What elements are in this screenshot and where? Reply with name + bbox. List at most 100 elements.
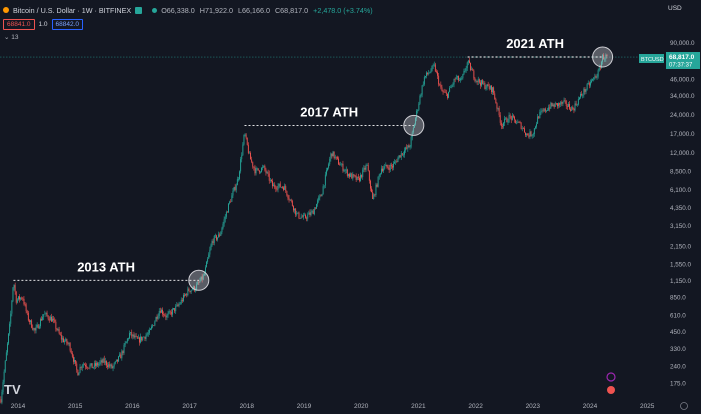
candle-body	[498, 107, 500, 116]
candle-body	[70, 350, 72, 354]
x-tick-label: 2025	[640, 403, 655, 410]
price-tag-price: 68,817.0	[669, 54, 695, 61]
candle-body	[16, 299, 18, 303]
candle-body	[32, 327, 34, 330]
candle-body	[336, 157, 338, 159]
candle-body	[285, 186, 287, 191]
candle-body	[4, 360, 6, 372]
candle-body	[114, 361, 116, 364]
candle-body	[380, 168, 382, 174]
candle-body	[465, 67, 467, 71]
ath-highlight-circle	[592, 46, 614, 68]
x-tick-label: 2023	[526, 403, 541, 410]
candle-body	[430, 70, 432, 73]
candle-body	[461, 78, 463, 79]
candle-body	[427, 72, 429, 75]
candle-body	[289, 199, 291, 201]
candle-body	[246, 137, 248, 145]
candle-body	[267, 172, 269, 174]
candle-body	[366, 165, 368, 166]
candle-body	[509, 115, 511, 117]
candle-body	[126, 338, 128, 342]
candle-body	[505, 118, 507, 119]
candle-body	[132, 334, 134, 337]
candle-body	[211, 241, 213, 246]
candle-body	[224, 216, 226, 220]
x-tick-label: 2016	[125, 403, 140, 410]
candle-body	[497, 107, 499, 109]
candle-body	[515, 119, 517, 124]
candle-body	[471, 69, 473, 71]
candle-body	[593, 77, 595, 80]
currency-label[interactable]: USD	[668, 5, 682, 12]
y-tick-label: 850.0	[670, 294, 686, 301]
candle-body	[14, 285, 16, 292]
candle-body	[537, 116, 539, 124]
low-value: L66,166.0	[237, 5, 270, 15]
candle-body	[393, 163, 394, 168]
candle-body	[443, 91, 445, 93]
candle-body	[22, 298, 24, 300]
candle-body	[317, 200, 319, 205]
candle-body	[240, 159, 242, 172]
candle-body	[250, 152, 251, 160]
candle-body	[41, 319, 42, 321]
candle-body	[445, 92, 447, 94]
candle-body	[371, 188, 372, 193]
indicator-toggle[interactable]: ⌄ 13	[4, 33, 19, 41]
market-open-icon	[135, 6, 143, 14]
candle-body	[391, 166, 393, 168]
candle-body	[251, 159, 253, 162]
x-tick-label: 2014	[11, 403, 26, 410]
candle-body	[561, 101, 563, 104]
symbol-title[interactable]: Bitcoin / U.S. Dollar · 1W · BITFINEX	[13, 5, 132, 15]
candle-body	[215, 235, 217, 240]
candle-body	[273, 184, 275, 187]
candle-body	[420, 94, 422, 97]
candle-body	[332, 151, 334, 157]
candle-body	[15, 291, 17, 303]
candle-body	[100, 360, 102, 363]
candle-body	[45, 312, 47, 314]
candle-body	[492, 87, 493, 93]
candle-body	[564, 100, 566, 101]
candle-body	[228, 203, 229, 213]
candle-body	[186, 293, 188, 296]
candle-body	[162, 309, 163, 315]
y-tick-label: 3,150.0	[670, 223, 692, 230]
candle-body	[36, 324, 38, 328]
candle-body	[204, 267, 206, 274]
candle-body	[343, 170, 345, 172]
candle-body	[558, 103, 559, 107]
candle-body	[276, 189, 278, 190]
candle-body	[298, 212, 300, 219]
buy-button[interactable]: 68842.0	[51, 19, 84, 30]
ath-label: 2013 ATH	[77, 259, 135, 274]
candle-body	[511, 115, 513, 120]
candle-body	[209, 249, 211, 255]
ath-highlight-circle	[188, 269, 210, 291]
candle-body	[475, 80, 477, 82]
candle-body	[80, 367, 82, 368]
candle-body	[559, 103, 561, 105]
sell-button[interactable]: 68841.0	[3, 19, 35, 30]
candle-body	[446, 93, 448, 98]
candle-body	[6, 343, 8, 353]
candle-body	[288, 198, 290, 200]
y-tick-label: 24,000.0	[670, 112, 695, 119]
candle-body	[189, 291, 191, 292]
candle-body	[589, 82, 591, 86]
candle-body	[576, 104, 578, 106]
candle-body	[379, 173, 381, 175]
candle-body	[281, 187, 283, 188]
candle-body	[396, 161, 398, 163]
candle-body	[545, 110, 547, 112]
candle-body	[527, 133, 529, 136]
candle-body	[551, 102, 553, 106]
candle-body	[263, 165, 265, 168]
candle-body	[268, 173, 270, 181]
candle-body	[110, 364, 112, 367]
candle-body	[247, 144, 249, 154]
candle-body	[135, 335, 137, 337]
